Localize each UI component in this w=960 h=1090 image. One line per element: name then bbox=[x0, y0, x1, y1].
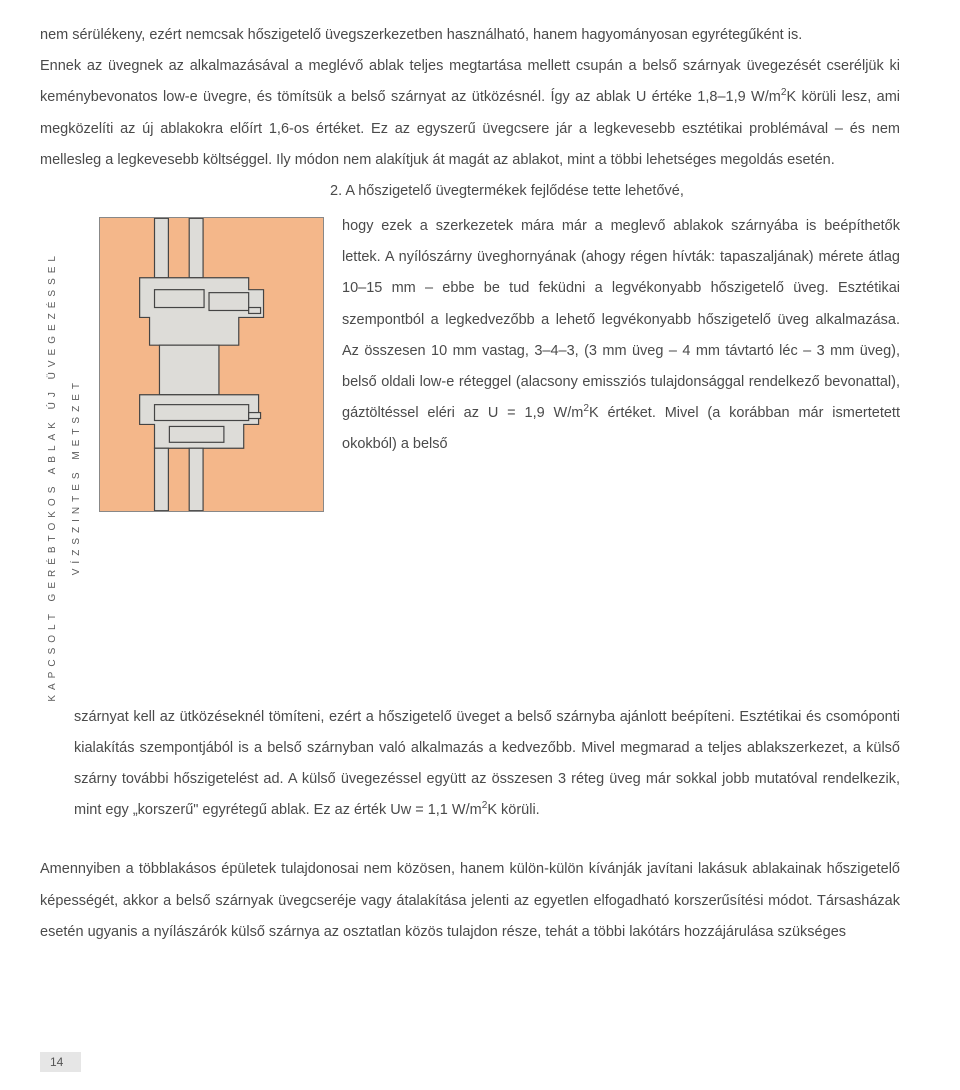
p2-part-a: Ennek az üvegnek az alkalmazásával a meg… bbox=[40, 58, 900, 105]
paragraph-4: Amennyiben a többlakásos épületek tulajd… bbox=[40, 854, 900, 948]
vertical-labels: KAPCSOLT GERÉBTOKOS ABLAK ÚJ ÜVEGEZÉSSEL… bbox=[40, 211, 87, 702]
paragraph-2: Ennek az üvegnek az alkalmazásával a meg… bbox=[40, 51, 900, 176]
page-number-value: 14 bbox=[50, 1055, 63, 1069]
vlabel-sub: VÍZSZINTES METSZET bbox=[66, 378, 88, 575]
diagram-svg bbox=[100, 218, 323, 511]
document-body: nem sérülékeny, ezért nemcsak hőszigetel… bbox=[40, 20, 900, 948]
section-diagram bbox=[99, 217, 324, 512]
right-column-text: hogy ezek a szerkezetek mára már a megle… bbox=[342, 211, 900, 460]
right-part-a: hogy ezek a szerkezetek mára már a megle… bbox=[342, 218, 900, 421]
figure-text-row: KAPCSOLT GERÉBTOKOS ABLAK ÚJ ÜVEGEZÉSSEL… bbox=[40, 211, 900, 702]
page-number: 14 bbox=[40, 1052, 81, 1072]
vlabel-main: KAPCSOLT GERÉBTOKOS ABLAK ÚJ ÜVEGEZÉSSEL bbox=[42, 251, 64, 702]
paragraph-bottom: szárnyat kell az ütközéseknél tömíteni, … bbox=[74, 702, 900, 827]
paragraph-3-lead: 2. A hőszigetelő üvegtermékek fejlődése … bbox=[40, 176, 900, 207]
paragraph-1: nem sérülékeny, ezért nemcsak hőszigetel… bbox=[40, 20, 900, 51]
bottom-part-b: K körüli. bbox=[487, 802, 539, 818]
